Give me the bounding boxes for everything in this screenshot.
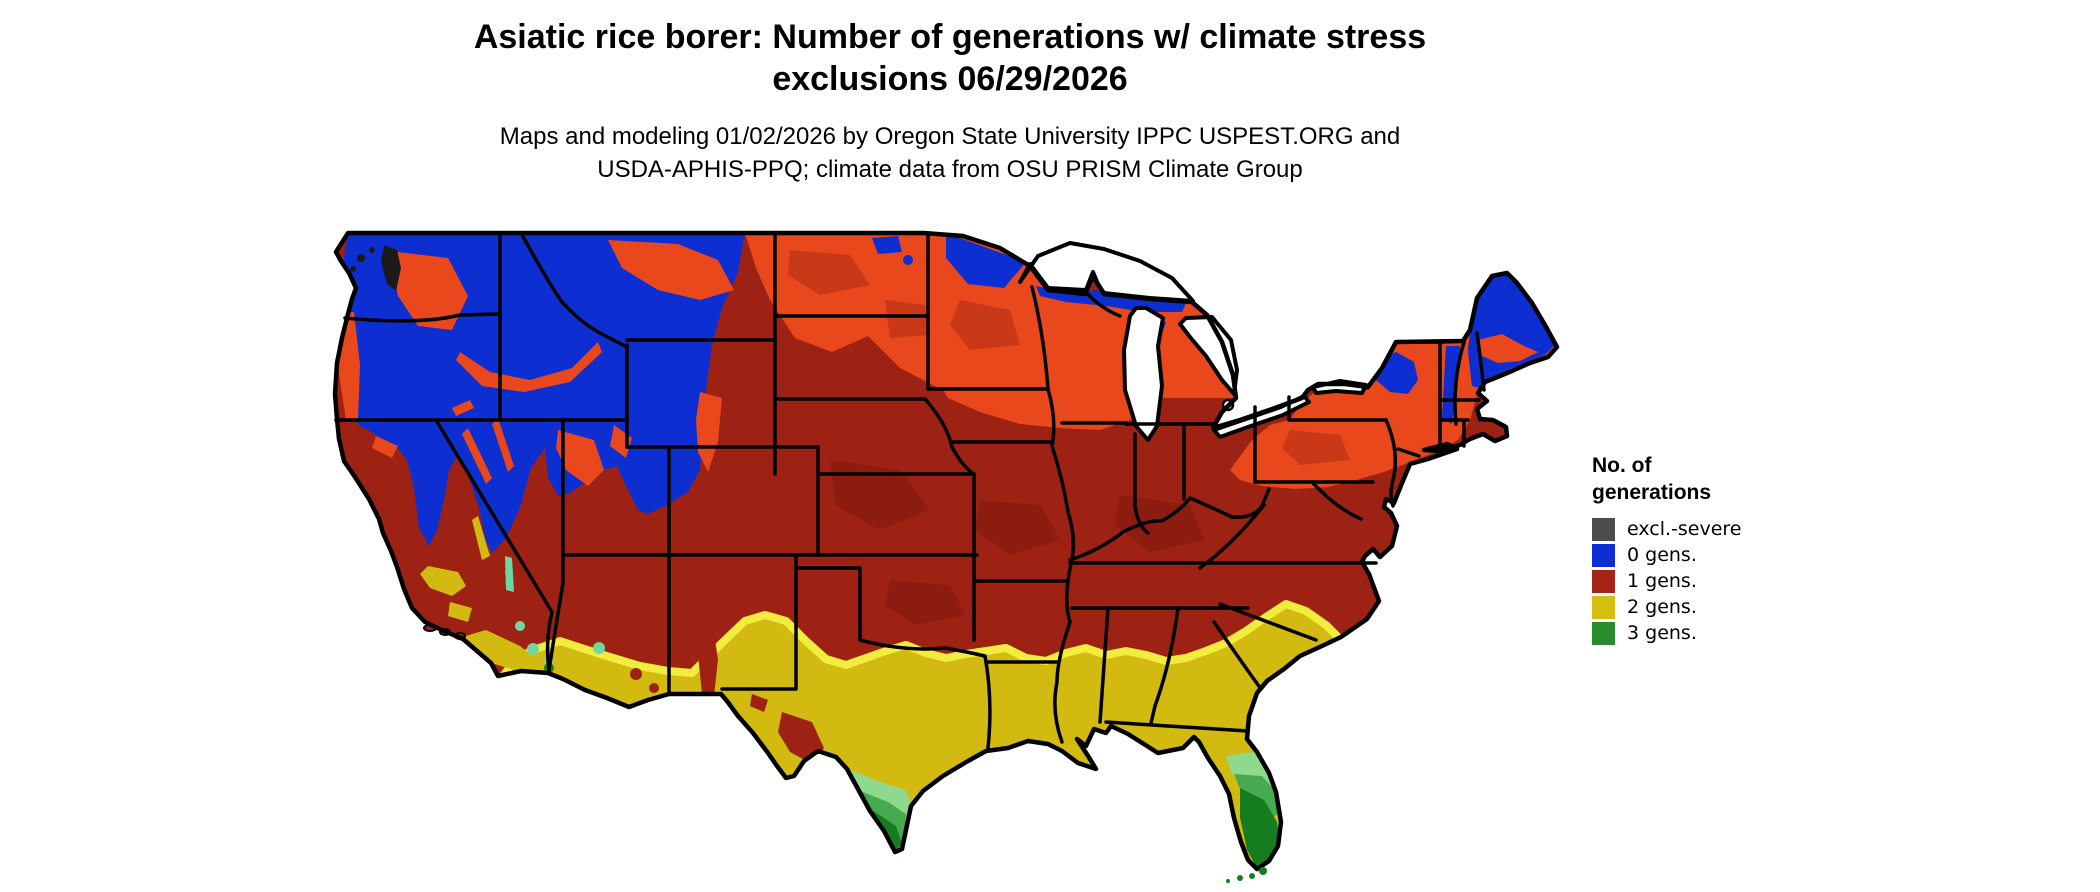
us-outline bbox=[332, 230, 1560, 872]
map-legend: No. of generations excl.-severe 0 gens. 1 … bbox=[1592, 452, 1852, 646]
map-raster-layers bbox=[335, 233, 1557, 869]
state-borders bbox=[334, 231, 1486, 750]
legend-rows: excl.-severe 0 gens. 1 gens. 2 gens. 3 gens. bbox=[1592, 516, 1852, 646]
title-line-2: exclusions 06/29/2026 bbox=[772, 60, 1128, 98]
legend-item-3: 2 gens. bbox=[1592, 594, 1852, 620]
florida-keys bbox=[1226, 867, 1267, 883]
lake-michigan bbox=[1122, 306, 1165, 442]
legend-swatch-0 bbox=[1592, 517, 1615, 541]
legend-label-4: 3 gens. bbox=[1627, 622, 1697, 644]
legend-swatch-2 bbox=[1592, 569, 1615, 593]
subtitle-line-1: Maps and modeling 01/02/2026 by Oregon S… bbox=[499, 123, 1401, 150]
legend-item-0: excl.-severe bbox=[1592, 516, 1852, 542]
region-excl-severe bbox=[350, 245, 401, 291]
region-2gens-sw-patches bbox=[420, 516, 542, 672]
legend-swatch-3 bbox=[1592, 595, 1615, 619]
us-generations-map bbox=[330, 225, 1560, 892]
map-svg bbox=[332, 230, 1560, 883]
legend-label-3: 2 gens. bbox=[1627, 596, 1697, 618]
page-subtitle: Maps and modeling 01/02/2026 by Oregon S… bbox=[0, 120, 1900, 186]
subtitle-line-2: USDA-APHIS-PPQ; climate data from OSU PR… bbox=[597, 156, 1303, 183]
region-1gens-dark-mottle bbox=[830, 460, 1205, 625]
region-transition-mottle bbox=[788, 250, 1350, 465]
region-maine-valley-orange bbox=[1478, 334, 1538, 363]
legend-title-line-1: No. of bbox=[1592, 454, 1652, 477]
title-line-1: Asiatic rice borer: Number of generation… bbox=[473, 18, 1427, 56]
legend-label-1: 0 gens. bbox=[1627, 544, 1697, 566]
legend-item-1: 0 gens. bbox=[1592, 542, 1852, 568]
page-title: Asiatic rice borer: Number of generation… bbox=[0, 16, 1900, 100]
region-3gens bbox=[846, 752, 1280, 868]
legend-label-2: 1 gens. bbox=[1627, 570, 1697, 592]
legend-item-4: 3 gens. bbox=[1592, 620, 1852, 646]
legend-swatch-1 bbox=[1592, 543, 1615, 567]
legend-title-line-2: generations bbox=[1592, 481, 1712, 504]
legend-swatch-4 bbox=[1592, 621, 1615, 645]
lake-huron bbox=[1178, 315, 1239, 396]
region-1gens-inliers bbox=[630, 616, 824, 764]
legend-item-2: 1 gens. bbox=[1592, 568, 1852, 594]
legend-label-0: excl.-severe bbox=[1627, 518, 1742, 540]
